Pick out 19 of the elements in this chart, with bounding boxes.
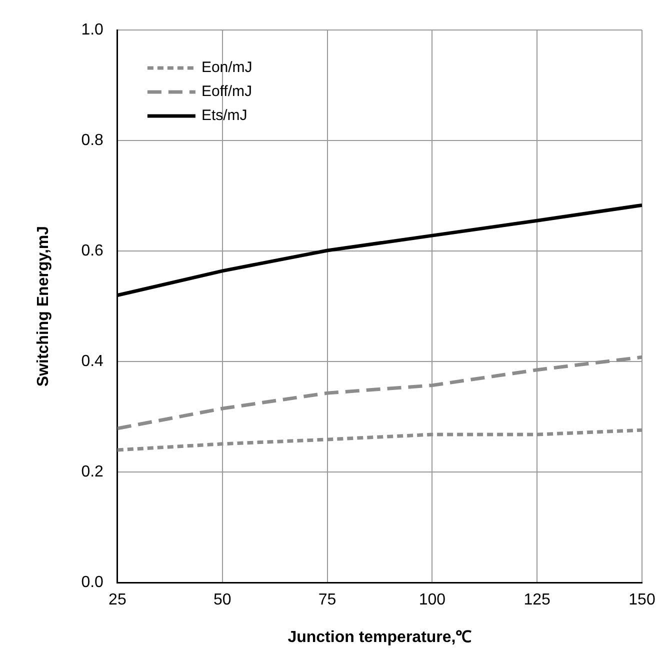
x-tick-label: 50 (213, 592, 232, 609)
legend-label: Ets/mJ (201, 107, 248, 124)
y-tick-label: 0.0 (81, 574, 104, 592)
x-tick-label: 25 (108, 592, 126, 609)
x-tick-label: 100 (418, 592, 446, 609)
y-tick-label: 1.0 (81, 21, 104, 38)
y-tick-label: 0.2 (81, 463, 104, 480)
x-tick-label: 125 (524, 592, 551, 609)
legend-label: Eoff/mJ (201, 83, 252, 100)
y-tick-label: 0.6 (81, 242, 104, 260)
x-axis-title: Junction temperature,℃ (288, 628, 472, 646)
y-tick-label: 0.8 (81, 132, 104, 149)
legend-label: Eon/mJ (201, 59, 252, 76)
y-axis-title: Switching Energy,mJ (35, 226, 52, 387)
y-tick-label: 0.4 (81, 352, 104, 370)
line-series (117, 428, 642, 452)
line-series (117, 355, 642, 430)
x-tick-label: 150 (628, 592, 656, 609)
x-tick-label: 75 (318, 592, 336, 609)
